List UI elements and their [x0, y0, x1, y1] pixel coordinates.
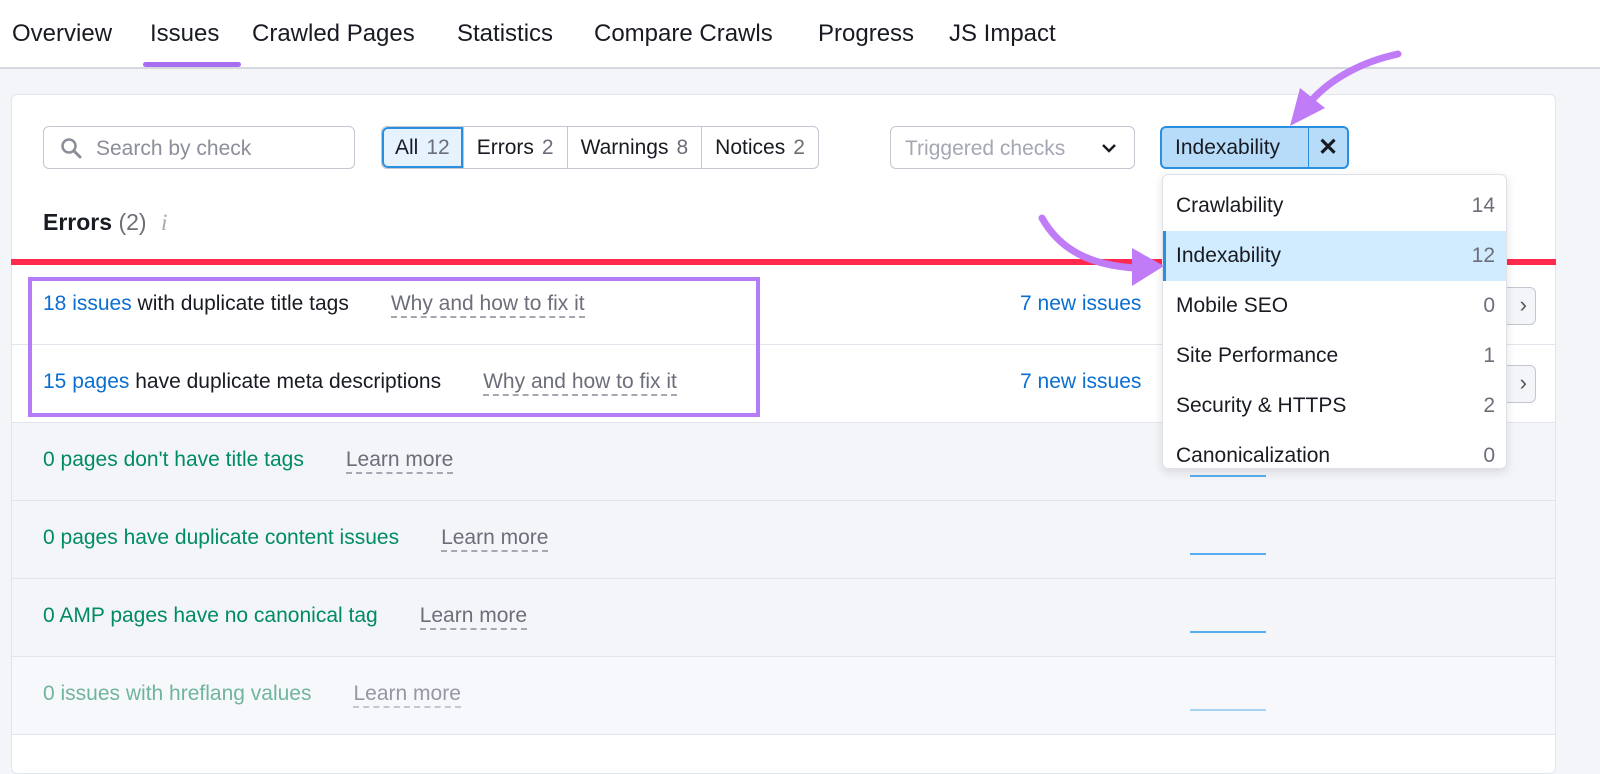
- issue-text: 0 pages have duplicate content issues: [43, 526, 400, 549]
- issue-text: 0 issues with hreflang values: [43, 682, 312, 705]
- triggered-checks-placeholder: Triggered checks: [905, 137, 1066, 160]
- issue-text: 0 pages don't have title tags: [43, 448, 304, 471]
- category-filter-chip[interactable]: Indexability ✕: [1160, 126, 1349, 169]
- filter-notices[interactable]: Notices 2: [701, 127, 818, 168]
- trend-placeholder: [1190, 553, 1266, 555]
- learn-more-link[interactable]: Learn more: [441, 526, 549, 552]
- issue-text: with duplicate title tags: [131, 292, 349, 315]
- filter-count: 8: [676, 135, 689, 159]
- dropdown-item-canonicalization[interactable]: Canonicalization 0: [1163, 431, 1506, 468]
- filter-count: 2: [541, 135, 554, 159]
- item-count: 0: [1483, 444, 1495, 467]
- item-label: Canonicalization: [1176, 444, 1331, 467]
- filter-warnings[interactable]: Warnings 8: [566, 127, 702, 168]
- filter-errors[interactable]: Errors 2: [462, 127, 567, 168]
- tab-compare-crawls[interactable]: Compare Crawls: [594, 20, 773, 47]
- tab-bar: Overview Issues Crawled Pages Statistics…: [0, 0, 1600, 69]
- item-count: 12: [1471, 244, 1495, 267]
- filter-label: Errors: [476, 135, 534, 159]
- learn-more-link[interactable]: Learn more: [419, 604, 528, 630]
- dropdown-item-crawlability[interactable]: Crawlability 14: [1163, 181, 1506, 231]
- new-issues-link[interactable]: 7 new issues: [1020, 292, 1142, 315]
- item-label: Indexability: [1176, 244, 1282, 267]
- tab-statistics[interactable]: Statistics: [457, 20, 554, 47]
- issue-count-link[interactable]: 18 issues: [43, 292, 132, 315]
- issue-text: have duplicate meta descriptions: [129, 370, 442, 393]
- issue-row: 0 pages have duplicate content issues Lea…: [12, 501, 1555, 579]
- item-count: 14: [1471, 194, 1495, 217]
- item-label: Crawlability: [1176, 194, 1284, 217]
- filter-label: Notices: [715, 135, 786, 159]
- tab-issues[interactable]: Issues: [150, 20, 220, 47]
- help-link[interactable]: Why and how to fix it: [390, 292, 585, 318]
- item-count: 0: [1483, 294, 1495, 317]
- chevron-down-icon: [1102, 144, 1116, 153]
- filter-count: 12: [426, 135, 450, 159]
- tab-overview[interactable]: Overview: [12, 20, 113, 47]
- info-icon[interactable]: i: [160, 210, 168, 235]
- filter-count: 2: [793, 135, 805, 159]
- trend-placeholder: [1190, 709, 1266, 711]
- error-severity-line: [11, 259, 1556, 265]
- dropdown-item-security-https[interactable]: Security & HTTPS 2: [1163, 381, 1506, 431]
- issue-count-link[interactable]: 15 pages: [43, 370, 130, 393]
- annotation-highlight-box: [28, 277, 760, 417]
- search-icon: [61, 138, 82, 159]
- dropdown-item-site-performance[interactable]: Site Performance 1: [1163, 331, 1506, 381]
- category-chip-label: Indexability: [1162, 128, 1309, 167]
- search-input[interactable]: Search by check: [43, 126, 355, 169]
- errors-title: Errors: [43, 209, 113, 235]
- trend-placeholder: [1190, 631, 1266, 633]
- issue-type-filter: All 12 Errors 2 Warnings 8 Notices 2: [381, 126, 819, 169]
- issue-row: 0 AMP pages have no canonical tag Learn m…: [12, 579, 1555, 657]
- close-icon[interactable]: ✕: [1317, 134, 1339, 161]
- trend-placeholder: [1190, 475, 1266, 477]
- item-label: Mobile SEO: [1176, 294, 1289, 317]
- new-issues-link[interactable]: 7 new issues: [1020, 370, 1142, 393]
- item-count: 2: [1483, 394, 1495, 417]
- triggered-checks-select[interactable]: Triggered checks: [890, 126, 1135, 169]
- item-label: Site Performance: [1176, 344, 1339, 367]
- item-label: Security & HTTPS: [1176, 394, 1347, 417]
- tab-js-impact[interactable]: JS Impact: [949, 20, 1056, 47]
- errors-count: (2): [118, 209, 147, 235]
- search-placeholder: Search by check: [96, 137, 252, 160]
- active-tab-indicator: [143, 62, 241, 67]
- tab-crawled-pages[interactable]: Crawled Pages: [252, 20, 415, 47]
- errors-heading: Errors (2) i: [43, 209, 167, 236]
- filter-label: All: [395, 135, 419, 159]
- learn-more-link[interactable]: Learn more: [353, 682, 461, 708]
- help-link[interactable]: Why and how to fix it: [483, 370, 677, 396]
- filter-all[interactable]: All 12: [382, 127, 463, 168]
- tab-progress[interactable]: Progress: [818, 20, 915, 47]
- item-count: 1: [1483, 344, 1495, 367]
- issue-row: 0 issues with hreflang values Learn more: [12, 657, 1555, 735]
- category-dropdown: Crawlability 14 Indexability 12 Mobile SEO…: [1162, 174, 1507, 469]
- filter-label: Warnings: [580, 135, 669, 159]
- dropdown-item-indexability[interactable]: Indexability 12: [1163, 231, 1506, 281]
- issue-text: 0 AMP pages have no canonical tag: [43, 604, 378, 627]
- dropdown-item-mobile-seo[interactable]: Mobile SEO 0: [1163, 281, 1506, 331]
- learn-more-link[interactable]: Learn more: [345, 448, 454, 474]
